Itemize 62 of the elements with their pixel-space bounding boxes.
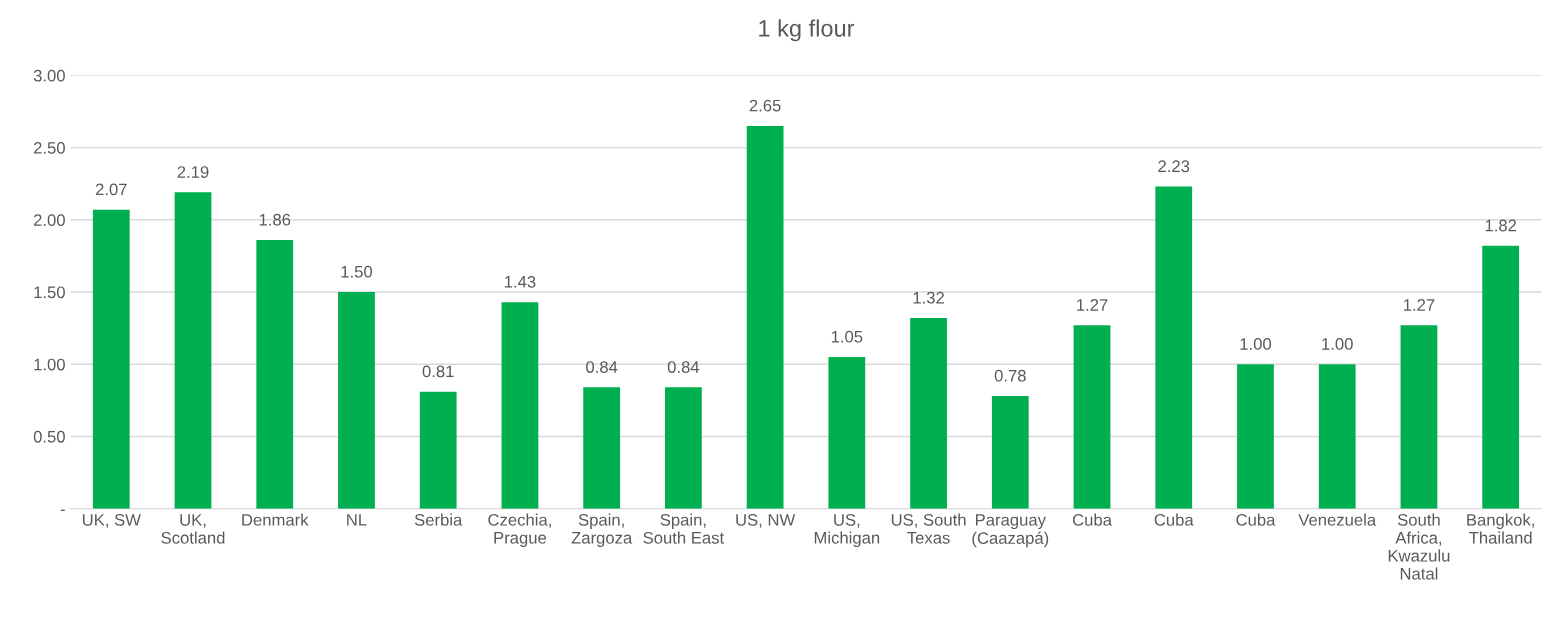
bar	[828, 357, 866, 509]
y-tick-label: 1.00	[34, 358, 65, 371]
data-label: 1.27	[1403, 299, 1435, 311]
data-label: 1.86	[259, 213, 291, 226]
bar	[1155, 186, 1193, 509]
data-label: 2.07	[95, 183, 127, 196]
y-tick-label: 0.50	[33, 430, 65, 443]
data-label: 0.78	[994, 369, 1026, 382]
bar	[1482, 245, 1520, 509]
x-tick-label: Denmark	[242, 513, 309, 526]
data-label: 0.84	[586, 361, 618, 373]
x-tick-label: Cuba	[1154, 513, 1194, 526]
x-tick-label: Cuba	[1072, 513, 1112, 526]
data-label: 1.00	[1240, 338, 1272, 350]
bar	[419, 391, 457, 509]
y-tick-label: 2.00	[33, 214, 65, 226]
bar	[1400, 325, 1438, 509]
x-tick-label: Serbia	[414, 513, 463, 526]
x-tick-label: US, Michigan	[814, 513, 880, 548]
data-label: 1.05	[831, 330, 863, 343]
data-label: 2.19	[177, 166, 209, 178]
data-label: 1.27	[1077, 299, 1108, 311]
data-label: 1.82	[1485, 219, 1517, 232]
x-tick-label: UK, Scotland	[161, 514, 225, 544]
bar	[1073, 325, 1111, 509]
bar	[174, 192, 212, 509]
y-tick-label: 3.00	[33, 69, 65, 82]
x-tick-label: Spain, South East	[643, 513, 725, 544]
data-label: 2.65	[749, 99, 781, 112]
bar	[746, 125, 784, 509]
y-tick-label: 2.50	[33, 141, 65, 154]
x-tick-label: Paraguay (Caazapá)	[972, 514, 1049, 548]
bar	[338, 292, 375, 509]
y-tick-label: 1.50	[34, 286, 65, 299]
x-tick-label: Spain, Zargoza	[571, 513, 633, 548]
data-label: 0.81	[422, 365, 454, 378]
bar	[501, 302, 539, 509]
bar	[583, 387, 621, 509]
x-tick-label: Bangkok, Thailand	[1467, 513, 1534, 544]
bar	[910, 318, 947, 509]
x-tick-label: Czechia, Prague	[488, 513, 551, 548]
data-label: 1.00	[1322, 338, 1353, 350]
x-tick-label: US, South Texas	[891, 513, 966, 544]
x-tick-label: US, NW	[736, 513, 796, 528]
data-label: 2.23	[1158, 160, 1190, 173]
bar	[1237, 364, 1274, 509]
x-tick-label: UK, SW	[82, 513, 141, 528]
bar	[991, 396, 1029, 509]
x-tick-label: South Africa, Kwazulu Natal	[1388, 513, 1450, 580]
data-label: 1.32	[913, 291, 944, 304]
bar	[256, 240, 294, 509]
x-tick-label: NL	[347, 514, 367, 526]
x-tick-label: Cuba	[1236, 513, 1276, 526]
y-tick-label: -	[60, 509, 65, 511]
x-tick-label: Venezuela	[1298, 513, 1377, 526]
data-label: 1.50	[341, 265, 373, 278]
data-label: 0.84	[667, 361, 700, 373]
chart-title: 1 kg flour	[759, 19, 855, 42]
bar	[1318, 364, 1356, 509]
bar	[92, 209, 130, 509]
bar	[664, 387, 702, 509]
data-label: 1.43	[504, 275, 536, 288]
